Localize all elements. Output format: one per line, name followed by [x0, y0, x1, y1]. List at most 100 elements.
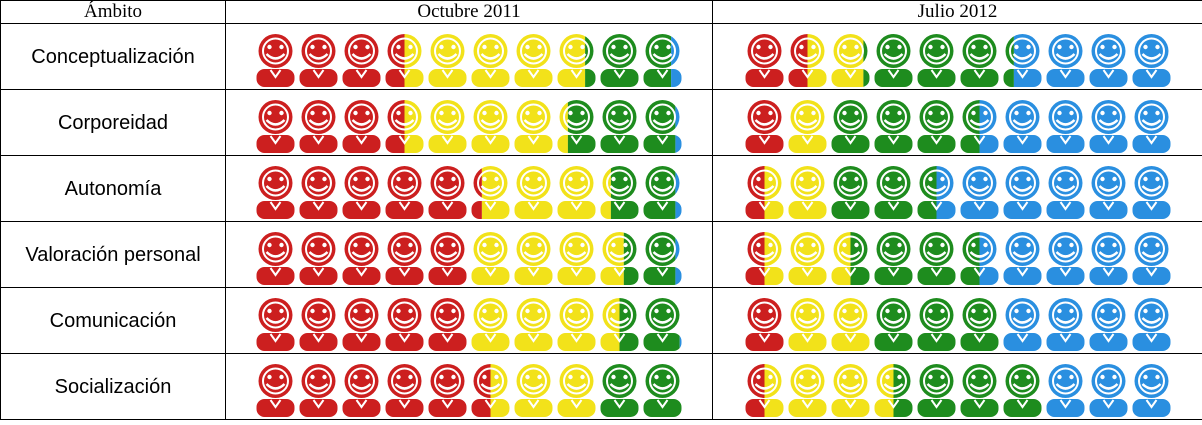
face: [836, 37, 864, 64]
smile: [609, 184, 630, 192]
smile: [883, 316, 903, 324]
collar: [269, 134, 282, 145]
collar: [801, 200, 813, 211]
smile: [840, 52, 860, 60]
eye: [1013, 110, 1019, 115]
eye: [322, 308, 327, 313]
eye: [841, 44, 847, 49]
eye: [1142, 242, 1148, 247]
face: [965, 169, 993, 196]
eye: [767, 44, 773, 49]
eye: [1111, 110, 1117, 115]
face: [1008, 37, 1036, 64]
smile: [1055, 118, 1075, 126]
face: [750, 103, 778, 130]
face: [563, 301, 590, 328]
pictogram: [256, 99, 682, 153]
smile: [394, 52, 415, 60]
smile: [265, 118, 286, 126]
smile: [566, 316, 587, 324]
eye: [755, 176, 761, 181]
collar: [1145, 398, 1157, 409]
eye: [810, 374, 816, 379]
smile: [969, 52, 989, 60]
face: [606, 103, 633, 130]
smile: [1012, 316, 1032, 324]
eye: [884, 44, 890, 49]
eye: [1142, 110, 1148, 115]
collar: [355, 68, 368, 79]
collar: [1102, 266, 1114, 277]
face: [836, 103, 864, 130]
eye: [970, 44, 976, 49]
collar: [973, 68, 985, 79]
smile: [394, 184, 415, 192]
collar: [613, 332, 626, 343]
eye: [1142, 44, 1148, 49]
collar: [312, 200, 325, 211]
pictogram: [256, 165, 682, 219]
smile: [308, 250, 329, 258]
row-label: Corporeidad: [0, 89, 226, 156]
eye: [310, 308, 315, 313]
row-label: Autonomía: [0, 155, 226, 222]
eye: [927, 374, 933, 379]
smile: [308, 382, 329, 390]
collar: [973, 134, 985, 145]
eye: [1068, 308, 1074, 313]
eye: [884, 176, 890, 181]
share-segment: [671, 33, 682, 87]
face: [348, 301, 375, 328]
collar: [1016, 266, 1028, 277]
eye: [666, 176, 671, 181]
eye: [396, 374, 401, 379]
eye: [884, 374, 890, 379]
collar: [887, 68, 899, 79]
eye: [580, 110, 585, 115]
eye: [810, 110, 816, 115]
eye: [580, 308, 585, 313]
collar: [398, 200, 411, 211]
collar: [1059, 68, 1071, 79]
eye: [494, 242, 499, 247]
face: [348, 103, 375, 130]
eye: [267, 374, 272, 379]
face: [1008, 169, 1036, 196]
collar: [887, 134, 899, 145]
eye: [451, 308, 456, 313]
face: [836, 301, 864, 328]
face: [520, 37, 547, 64]
face: [922, 37, 950, 64]
smile: [840, 382, 860, 390]
smile: [437, 118, 458, 126]
share-segment: [764, 165, 829, 219]
eye: [654, 110, 659, 115]
smile: [797, 184, 817, 192]
eye: [1056, 110, 1062, 115]
face: [879, 37, 907, 64]
collar: [758, 200, 770, 211]
eye: [896, 308, 902, 313]
face: [434, 235, 461, 262]
eye: [1025, 110, 1031, 115]
face: [305, 301, 332, 328]
smile: [754, 118, 774, 126]
eye: [767, 308, 773, 313]
smile: [1012, 184, 1032, 192]
face: [262, 367, 289, 394]
face: [520, 103, 547, 130]
smile: [566, 382, 587, 390]
face: [477, 235, 504, 262]
face: [1094, 235, 1122, 262]
smile: [797, 52, 817, 60]
share-segment: [598, 363, 682, 417]
smile: [351, 250, 372, 258]
face: [391, 235, 418, 262]
eye: [494, 176, 499, 181]
share-segment: [623, 231, 676, 285]
face: [649, 235, 676, 262]
collar: [527, 134, 540, 145]
face: [262, 37, 289, 64]
eye: [408, 110, 413, 115]
smile: [1141, 382, 1161, 390]
